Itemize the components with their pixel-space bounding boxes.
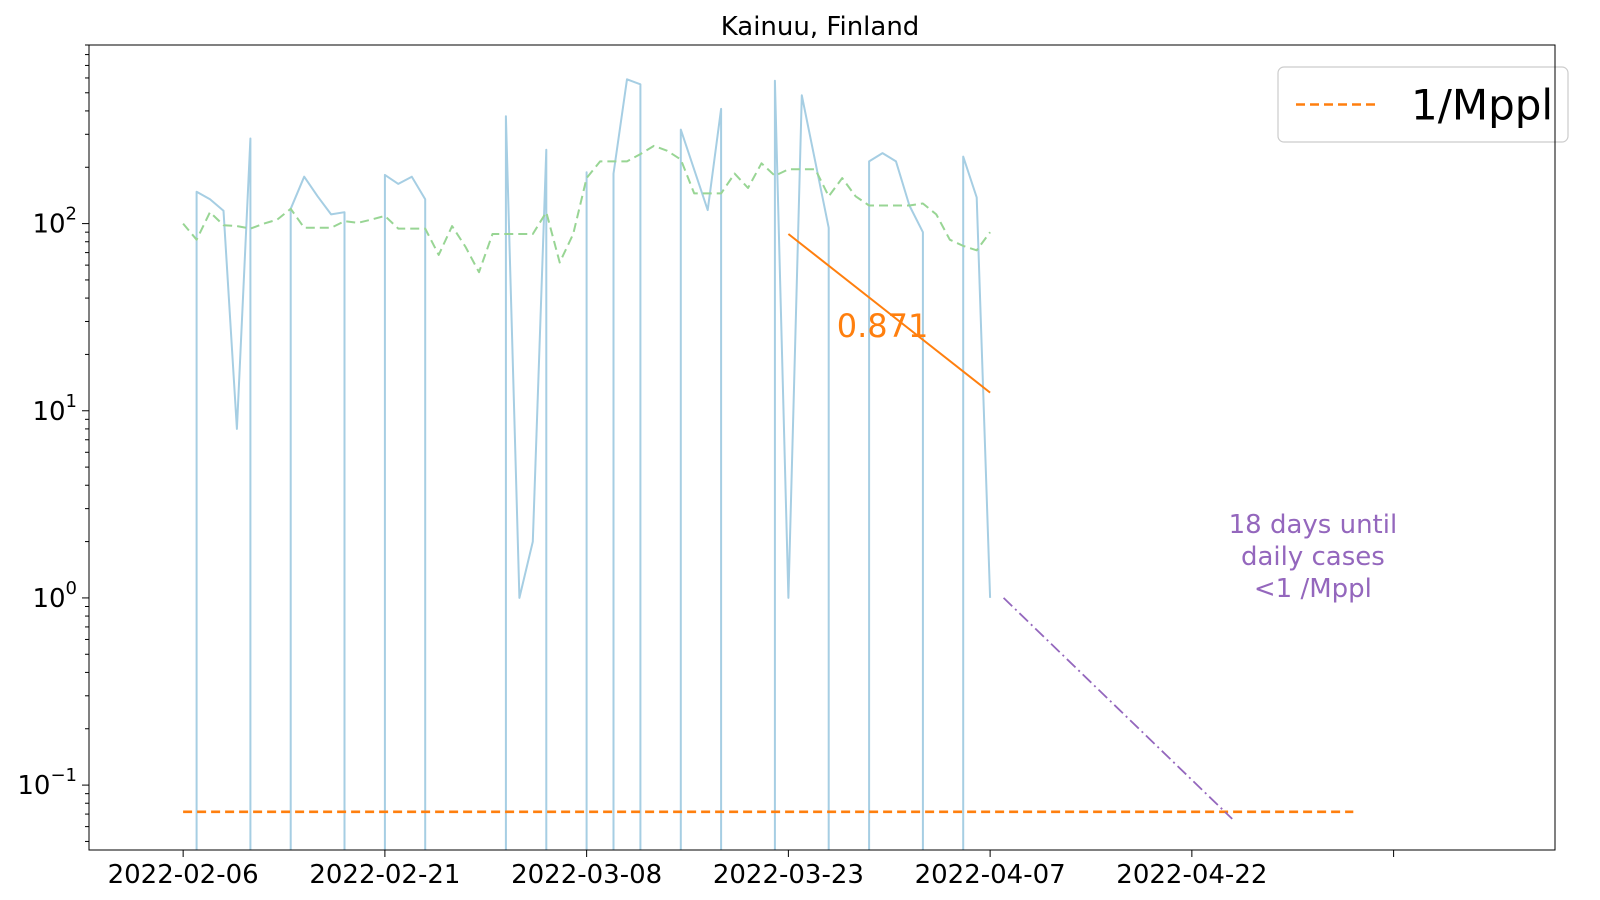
x-tick-label-4: 2022-04-07 [915,860,1066,890]
annotations: 0.871 18 days until daily cases <1 /Mppl [837,307,1397,604]
y-tick-label-2: 101 [32,391,77,427]
series-line-0 [195,78,992,850]
plot-frame [88,44,1556,851]
legend-label: 1/Mppl [1411,81,1553,130]
y-axis: 10−1 100 101 102 [17,44,89,842]
series-line-2 [787,233,991,394]
x-tick-label-3: 2022-03-23 [713,860,864,890]
series-line-1 [182,144,991,274]
legend-box [1277,66,1569,143]
x-tick-label-1: 2022-02-21 [309,860,460,890]
plot-area [182,78,1354,850]
y-tick-label-1: 100 [32,578,77,614]
x-tick-label-0: 2022-02-06 [108,860,259,890]
days-until-label: 18 days until daily cases <1 /Mppl [1229,510,1398,604]
y-tick-label-0: 10−1 [17,765,77,801]
chart-title: Kainuu, Finland [721,12,920,42]
x-axis: 2022-02-06 2022-02-21 2022-03-08 2022-03-23… [108,850,1395,890]
x-tick-label-2: 2022-03-08 [511,860,662,890]
x-tick-label-5: 2022-04-22 [1116,860,1267,890]
legend: 1/Mppl [1277,66,1569,143]
y-tick-label-3: 102 [32,204,77,240]
series-line-4 [1002,597,1233,820]
slope-label: 0.871 [837,307,929,345]
